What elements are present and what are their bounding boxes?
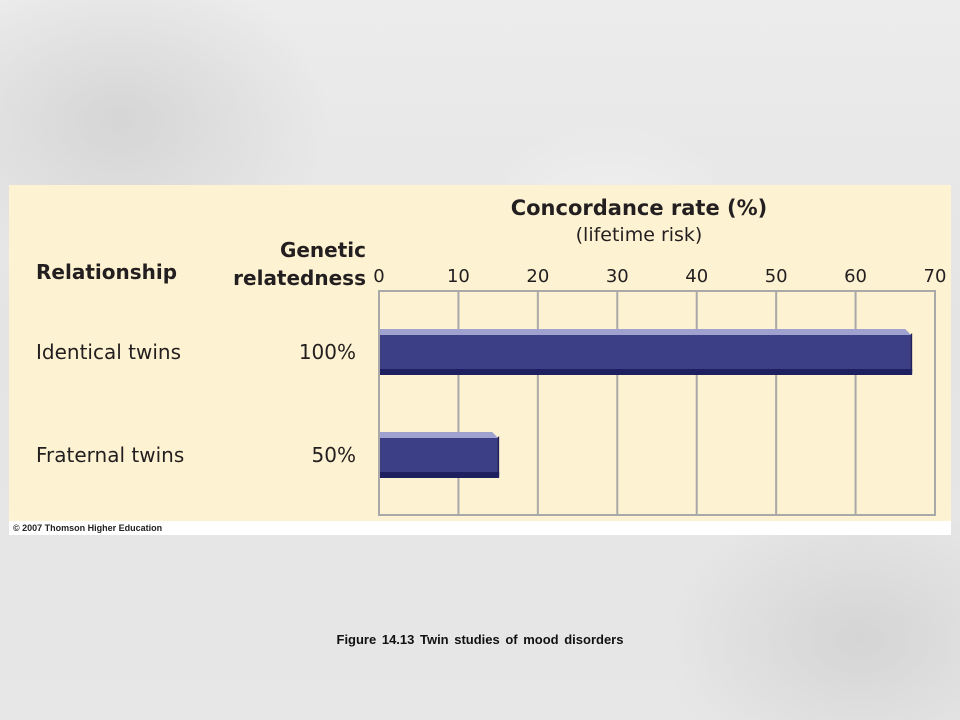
x-tick-label: 10 <box>447 266 470 287</box>
plot-frame <box>378 290 936 516</box>
bar-highlight <box>380 329 912 335</box>
bar-highlight <box>380 432 499 438</box>
bar-edge <box>910 333 913 373</box>
x-tick-label: 20 <box>526 266 549 287</box>
relatedness-label: 100% <box>299 340 356 364</box>
bar <box>380 438 498 472</box>
header-genetic: Genetic <box>280 238 366 262</box>
figure-caption: Figure 14.13 Twin studies of mood disord… <box>336 632 624 647</box>
bar-shadow <box>380 472 500 478</box>
chart-title: Concordance rate (%) <box>511 196 768 220</box>
x-tick-label: 30 <box>606 266 629 287</box>
category-label: Identical twins <box>36 340 181 364</box>
header-relationship: Relationship <box>36 260 177 284</box>
copyright-notice: © 2007 Thomson Higher Education <box>9 521 951 535</box>
x-tick-label: 40 <box>685 266 708 287</box>
x-tick-label: 70 <box>924 266 947 287</box>
x-tick-label: 50 <box>765 266 788 287</box>
bar-shadow <box>380 369 913 375</box>
bar <box>380 335 911 369</box>
relatedness-label: 50% <box>312 443 356 467</box>
category-label: Fraternal twins <box>36 443 184 467</box>
chart-subtitle: (lifetime risk) <box>576 224 703 246</box>
bar-edge <box>497 436 500 476</box>
x-tick-label: 60 <box>844 266 867 287</box>
header-relatedness: relatedness <box>233 266 366 290</box>
x-tick-label: 0 <box>373 266 384 287</box>
